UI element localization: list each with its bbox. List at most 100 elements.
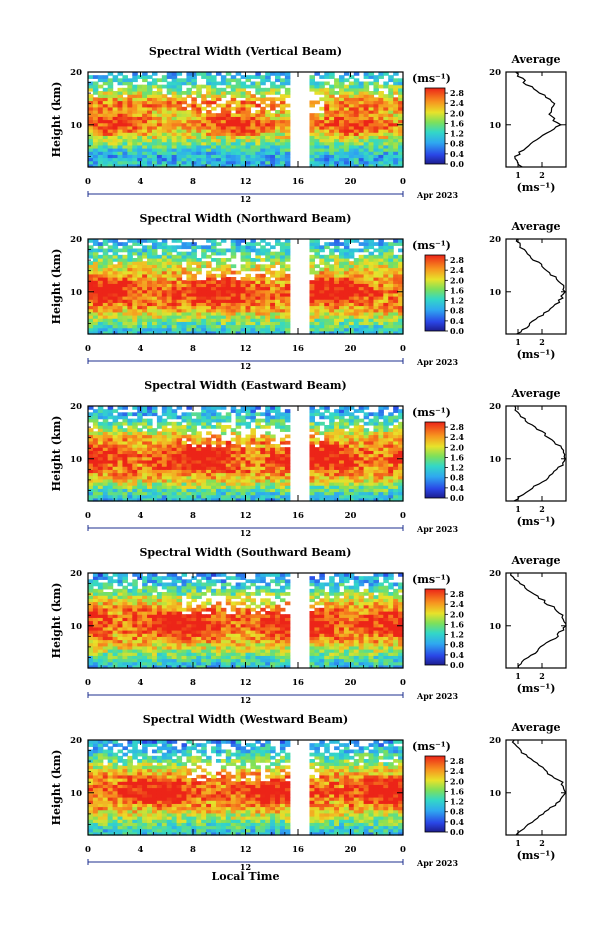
heatmap-cell: [373, 267, 379, 272]
heatmap-cell: [329, 478, 335, 483]
heatmap-cell: [142, 406, 148, 410]
heatmap-cell: [358, 469, 365, 474]
heatmap-cell: [196, 267, 202, 272]
heatmap-cell: [211, 280, 217, 284]
heatmap-cell: [196, 270, 202, 275]
heatmap-cell: [334, 494, 340, 499]
heatmap-cell: [147, 444, 153, 448]
heatmap-cell: [343, 242, 350, 246]
heatmap-cell: [142, 440, 148, 445]
heatmap-cell: [334, 302, 340, 307]
heatmap-cell: [151, 141, 158, 146]
heatmap-cell: [127, 456, 133, 461]
heatmap-cell: [373, 254, 379, 259]
heatmap-cell: [255, 119, 261, 124]
heatmap-cell: [147, 129, 153, 133]
heatmap-cell: [186, 478, 192, 483]
heatmap-cell: [363, 103, 370, 108]
heatmap-cell: [265, 248, 271, 253]
heatmap-cell: [378, 305, 384, 310]
heatmap-cell: [92, 100, 99, 105]
heatmap-cell: [112, 463, 119, 467]
heatmap-cell: [334, 485, 340, 489]
heatmap-cell: [339, 258, 345, 262]
heatmap-cell: [378, 94, 384, 98]
heatmap-cell: [265, 292, 271, 297]
heatmap-cell: [127, 154, 133, 159]
heatmap-cell: [215, 113, 222, 117]
heatmap-cell: [343, 116, 350, 121]
heatmap-cell: [211, 157, 217, 162]
heatmap-cell: [383, 308, 389, 313]
heatmap-cell: [309, 100, 315, 105]
heatmap-cell: [265, 270, 271, 275]
heatmap-cell: [206, 450, 212, 455]
heatmap-cell: [97, 494, 104, 499]
heatmap-cell: [122, 459, 128, 464]
heatmap-cell: [196, 444, 202, 448]
heatmap-cell: [329, 286, 335, 291]
heatmap-cell: [329, 491, 335, 496]
heatmap-cell: [181, 450, 188, 455]
heatmap-cell: [176, 103, 183, 108]
heatmap-cell: [368, 239, 375, 243]
heatmap-cell: [102, 267, 109, 272]
heatmap-cell: [142, 289, 148, 294]
heatmap-cell: [393, 254, 399, 259]
heatmap-cell: [102, 482, 109, 486]
heatmap-cell: [353, 292, 360, 297]
heatmap-cell: [358, 163, 365, 168]
heatmap-cell: [107, 254, 114, 259]
heatmap-cell: [201, 75, 207, 79]
heatmap-cell: [260, 450, 266, 455]
heatmap-cell: [398, 135, 404, 140]
heatmap-cell: [279, 315, 286, 319]
heatmap-cell: [132, 494, 138, 499]
heatmap-cell: [339, 485, 345, 489]
heatmap-cell: [309, 428, 315, 432]
heatmap-cell: [309, 463, 315, 467]
heatmap-cell: [215, 315, 222, 319]
heatmap-cell: [329, 466, 335, 470]
heatmap-cell: [348, 87, 355, 92]
heatmap-cell: [88, 412, 94, 417]
heatmap-cell: [88, 296, 94, 300]
heatmap-cell: [201, 148, 207, 152]
heatmap-cell: [102, 324, 109, 329]
heatmap-cell: [373, 459, 379, 464]
heatmap-cell: [215, 267, 222, 272]
heatmap-cell: [388, 450, 394, 455]
heatmap-cell: [201, 296, 207, 300]
heatmap-cell: [176, 478, 183, 483]
heatmap-cell: [186, 72, 192, 76]
heatmap-cell: [309, 163, 315, 168]
heatmap-cell: [378, 267, 384, 272]
heatmap-cell: [265, 497, 271, 502]
heatmap-cell: [309, 144, 315, 149]
heatmap-cell: [240, 87, 247, 92]
heatmap-cell: [240, 469, 247, 474]
heatmap-cell: [245, 321, 252, 326]
heatmap-cell: [339, 116, 345, 121]
heatmap-cell: [215, 148, 222, 152]
heatmap-cell: [97, 292, 104, 297]
heatmap-cell: [353, 415, 360, 420]
heatmap-cell: [279, 327, 286, 332]
heatmap-cell: [314, 141, 320, 146]
heatmap-cell: [383, 122, 389, 127]
heatmap-cell: [225, 157, 232, 162]
heatmap-cell: [215, 261, 222, 265]
heatmap-cell: [122, 141, 128, 146]
heatmap-cell: [348, 264, 355, 269]
heatmap-cell: [142, 497, 148, 502]
heatmap-cell: [211, 75, 217, 79]
heatmap-cell: [240, 447, 247, 451]
heatmap-cell: [353, 318, 360, 322]
heatmap-cell: [191, 122, 197, 127]
heatmap-cell: [127, 453, 133, 458]
heatmap-cell: [225, 440, 232, 445]
heatmap-cell: [230, 248, 237, 253]
heatmap-cell: [348, 267, 355, 272]
heatmap-cell: [324, 289, 330, 294]
heatmap-cell: [260, 488, 266, 493]
